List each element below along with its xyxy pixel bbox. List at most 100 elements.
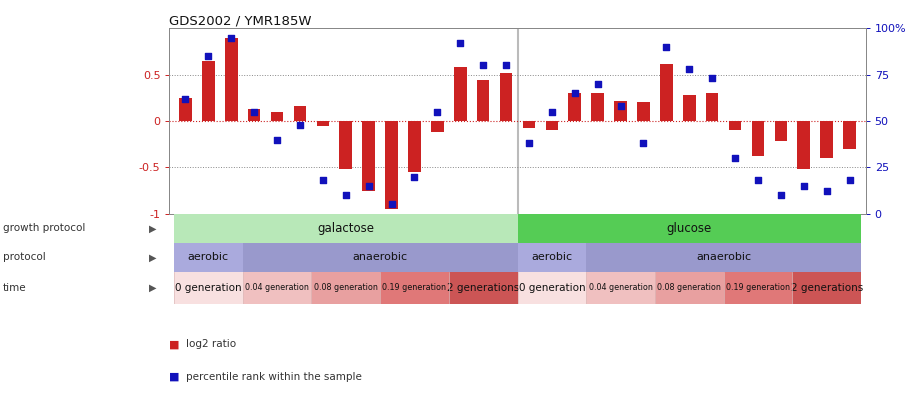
Text: 0.04 generation: 0.04 generation [245, 284, 309, 292]
Bar [225, 38, 237, 121]
Bar [638, 102, 649, 121]
Bar [518, 243, 586, 272]
Text: 0.08 generation: 0.08 generation [658, 284, 721, 292]
Bar [340, 121, 352, 169]
Bar [449, 272, 518, 304]
Bar [380, 272, 449, 304]
Text: ■: ■ [169, 339, 180, 349]
Point [431, 109, 445, 115]
Text: ▶: ▶ [149, 283, 157, 293]
Bar [248, 109, 260, 121]
Bar [386, 121, 398, 209]
Text: growth protocol: growth protocol [3, 223, 85, 233]
Text: glucose: glucose [667, 222, 712, 235]
Text: ■: ■ [169, 372, 180, 382]
Bar [844, 121, 856, 149]
Bar [569, 93, 581, 121]
Bar [518, 272, 586, 304]
Point [727, 155, 742, 161]
Bar [271, 112, 283, 121]
Point [476, 62, 491, 69]
Bar [294, 106, 306, 121]
Text: 0.04 generation: 0.04 generation [589, 284, 652, 292]
Point [704, 75, 719, 82]
Bar [775, 121, 787, 141]
Text: 2 generations: 2 generations [791, 283, 863, 293]
Point [361, 183, 376, 189]
Bar [477, 80, 489, 121]
Point [338, 192, 353, 198]
Bar [202, 61, 214, 121]
Point [270, 136, 285, 143]
Point [293, 122, 308, 128]
Bar [821, 121, 833, 158]
Bar [409, 121, 420, 172]
Point [659, 44, 673, 50]
Text: 0.19 generation: 0.19 generation [726, 284, 790, 292]
Bar [683, 95, 695, 121]
Bar [729, 121, 741, 130]
Text: ▶: ▶ [149, 223, 157, 233]
Point [498, 62, 513, 69]
Text: ▶: ▶ [149, 252, 157, 262]
Bar [174, 243, 243, 272]
Text: GDS2002 / YMR185W: GDS2002 / YMR185W [169, 14, 312, 27]
Bar [752, 121, 764, 156]
Text: 0.08 generation: 0.08 generation [314, 284, 377, 292]
Bar [615, 100, 627, 121]
Bar [454, 67, 466, 121]
Text: 0 generation: 0 generation [175, 283, 242, 293]
Point [224, 34, 238, 41]
Bar [586, 243, 861, 272]
Bar [724, 272, 792, 304]
Bar [592, 93, 604, 121]
Bar [317, 121, 329, 126]
Bar [523, 121, 535, 128]
Text: 2 generations: 2 generations [447, 283, 519, 293]
Point [544, 109, 559, 115]
Bar [518, 214, 861, 243]
Bar [586, 272, 655, 304]
Bar [180, 98, 191, 121]
Point [453, 40, 467, 47]
Point [636, 140, 650, 147]
Point [819, 188, 834, 195]
Point [591, 81, 605, 87]
Bar [660, 64, 672, 121]
Bar [500, 73, 512, 121]
Bar [243, 243, 518, 272]
Text: 0.19 generation: 0.19 generation [383, 284, 446, 292]
Point [773, 192, 788, 198]
Point [842, 177, 856, 183]
Text: 0 generation: 0 generation [518, 283, 585, 293]
Bar [431, 121, 443, 132]
Point [796, 183, 812, 189]
Point [178, 96, 192, 102]
Point [407, 173, 421, 180]
Bar [546, 121, 558, 130]
Bar [798, 121, 810, 169]
Bar [311, 272, 380, 304]
Text: protocol: protocol [3, 252, 46, 262]
Bar [655, 272, 724, 304]
Point [315, 177, 330, 183]
Text: galactose: galactose [317, 222, 375, 235]
Bar [792, 272, 861, 304]
Point [246, 109, 262, 115]
Point [385, 201, 399, 208]
Bar [174, 214, 518, 243]
Point [682, 66, 696, 72]
Bar [243, 272, 311, 304]
Point [202, 53, 216, 60]
Text: log2 ratio: log2 ratio [186, 339, 236, 349]
Text: time: time [3, 283, 27, 293]
Point [751, 177, 766, 183]
Point [567, 90, 583, 96]
Text: anaerobic: anaerobic [696, 252, 751, 262]
Bar [706, 93, 718, 121]
Text: aerobic: aerobic [531, 252, 572, 262]
Text: percentile rank within the sample: percentile rank within the sample [186, 372, 362, 382]
Text: aerobic: aerobic [188, 252, 229, 262]
Point [522, 140, 537, 147]
Bar [363, 121, 375, 190]
